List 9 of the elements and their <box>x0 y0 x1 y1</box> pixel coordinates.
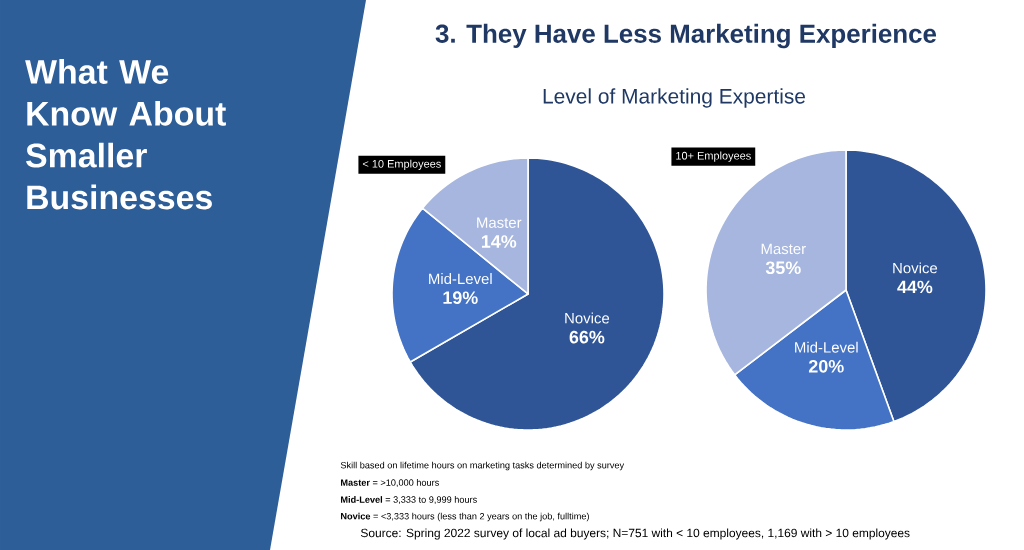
data-label: 19% <box>443 291 478 305</box>
data-label: 20% <box>808 359 844 373</box>
text: 3. They Have Less Marketing Experience <box>435 23 937 49</box>
text: Level of Marketing Expertise <box>543 88 806 108</box>
data-label: 66% <box>569 330 605 344</box>
data-label: 14% <box>481 235 517 248</box>
text: What We Know About Smaller Businesses <box>25 59 226 210</box>
data-label: 35% <box>765 261 801 275</box>
data-label: 44% <box>897 280 933 294</box>
